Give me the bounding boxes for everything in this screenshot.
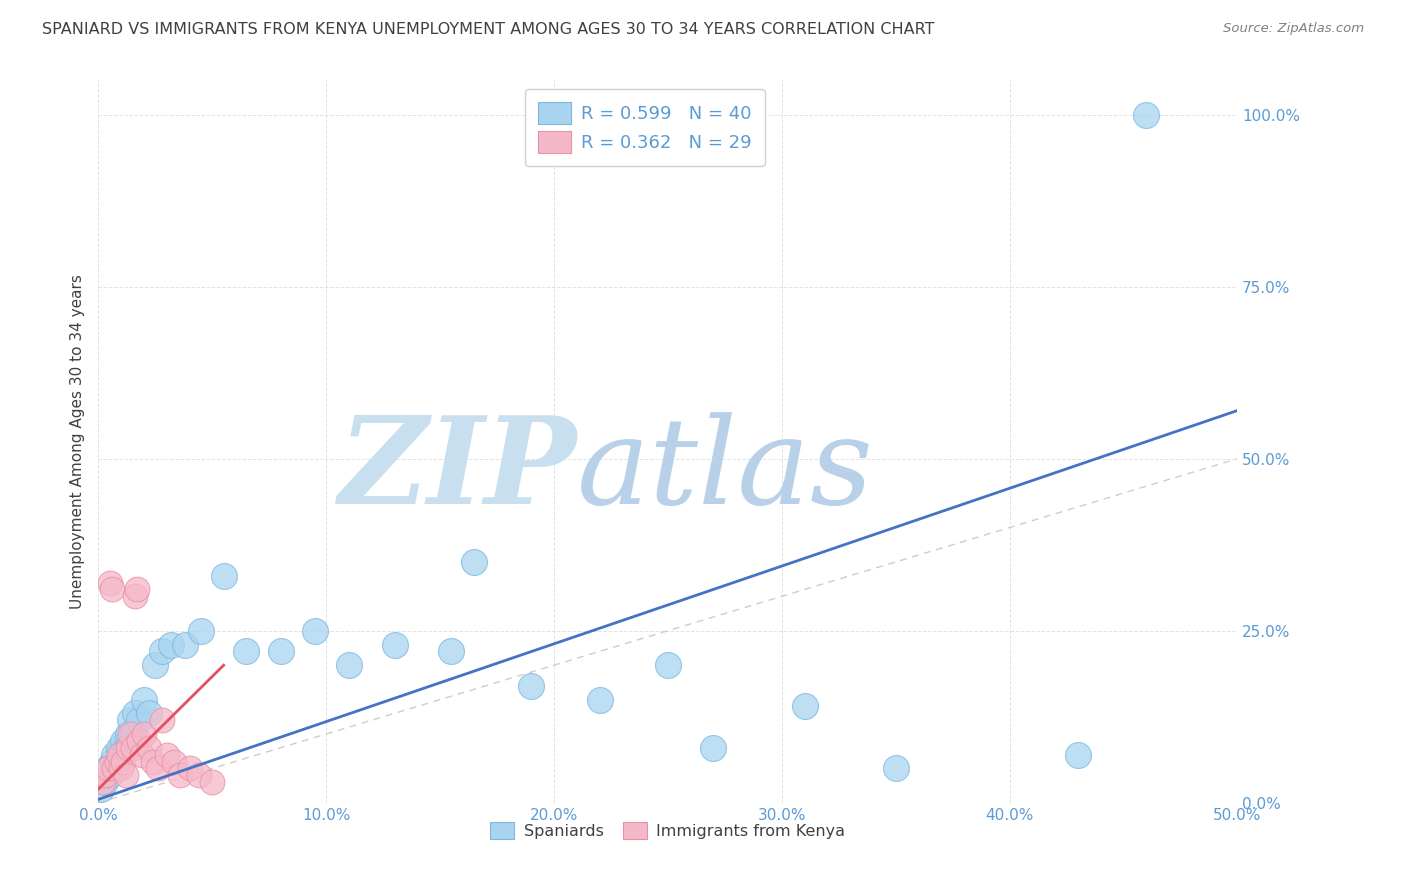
- Point: [112, 734, 135, 748]
- Point: [270, 644, 292, 658]
- Point: [91, 775, 114, 789]
- Point: [101, 755, 124, 769]
- Point: [657, 658, 679, 673]
- Point: [132, 692, 155, 706]
- Point: [201, 775, 224, 789]
- Point: [110, 761, 132, 775]
- Point: [212, 568, 235, 582]
- Point: [98, 768, 121, 782]
- Point: [91, 768, 114, 782]
- Point: [384, 638, 406, 652]
- Point: [110, 747, 132, 762]
- Point: [179, 761, 201, 775]
- Point: [112, 755, 135, 769]
- Point: [235, 644, 257, 658]
- Point: [124, 590, 146, 604]
- Point: [124, 706, 146, 721]
- Point: [117, 740, 139, 755]
- Point: [127, 582, 149, 597]
- Point: [169, 768, 191, 782]
- Point: [304, 624, 326, 638]
- Point: [94, 775, 117, 789]
- Point: [162, 755, 184, 769]
- Point: [1067, 747, 1090, 762]
- Point: [120, 713, 142, 727]
- Point: [702, 740, 724, 755]
- Text: ZIP: ZIP: [339, 411, 576, 530]
- Point: [114, 768, 136, 782]
- Point: [520, 679, 543, 693]
- Point: [101, 582, 124, 597]
- Point: [138, 706, 160, 721]
- Point: [96, 761, 118, 775]
- Point: [128, 713, 150, 727]
- Point: [793, 699, 815, 714]
- Point: [121, 727, 143, 741]
- Point: [131, 747, 153, 762]
- Text: Source: ZipAtlas.com: Source: ZipAtlas.com: [1223, 22, 1364, 36]
- Point: [128, 734, 150, 748]
- Point: [90, 782, 112, 797]
- Point: [337, 658, 360, 673]
- Point: [108, 740, 131, 755]
- Point: [588, 692, 610, 706]
- Point: [105, 755, 128, 769]
- Point: [94, 768, 117, 782]
- Text: SPANIARD VS IMMIGRANTS FROM KENYA UNEMPLOYMENT AMONG AGES 30 TO 34 YEARS CORRELA: SPANIARD VS IMMIGRANTS FROM KENYA UNEMPL…: [42, 22, 935, 37]
- Point: [187, 768, 209, 782]
- Point: [190, 624, 212, 638]
- Point: [884, 761, 907, 775]
- Text: atlas: atlas: [576, 412, 873, 529]
- Point: [1135, 108, 1157, 122]
- Point: [132, 727, 155, 741]
- Point: [463, 555, 485, 569]
- Point: [150, 713, 173, 727]
- Point: [96, 761, 118, 775]
- Point: [108, 747, 131, 762]
- Point: [120, 727, 142, 741]
- Point: [138, 740, 160, 755]
- Point: [146, 761, 169, 775]
- Point: [98, 575, 121, 590]
- Point: [174, 638, 197, 652]
- Point: [156, 747, 179, 762]
- Point: [142, 755, 165, 769]
- Point: [103, 761, 125, 775]
- Point: [145, 658, 167, 673]
- Y-axis label: Unemployment Among Ages 30 to 34 years: Unemployment Among Ages 30 to 34 years: [69, 274, 84, 609]
- Point: [105, 761, 128, 775]
- Point: [114, 740, 136, 755]
- Point: [103, 747, 125, 762]
- Point: [440, 644, 463, 658]
- Point: [150, 644, 173, 658]
- Point: [117, 727, 139, 741]
- Point: [160, 638, 183, 652]
- Legend: Spaniards, Immigrants from Kenya: Spaniards, Immigrants from Kenya: [484, 815, 852, 846]
- Point: [121, 740, 143, 755]
